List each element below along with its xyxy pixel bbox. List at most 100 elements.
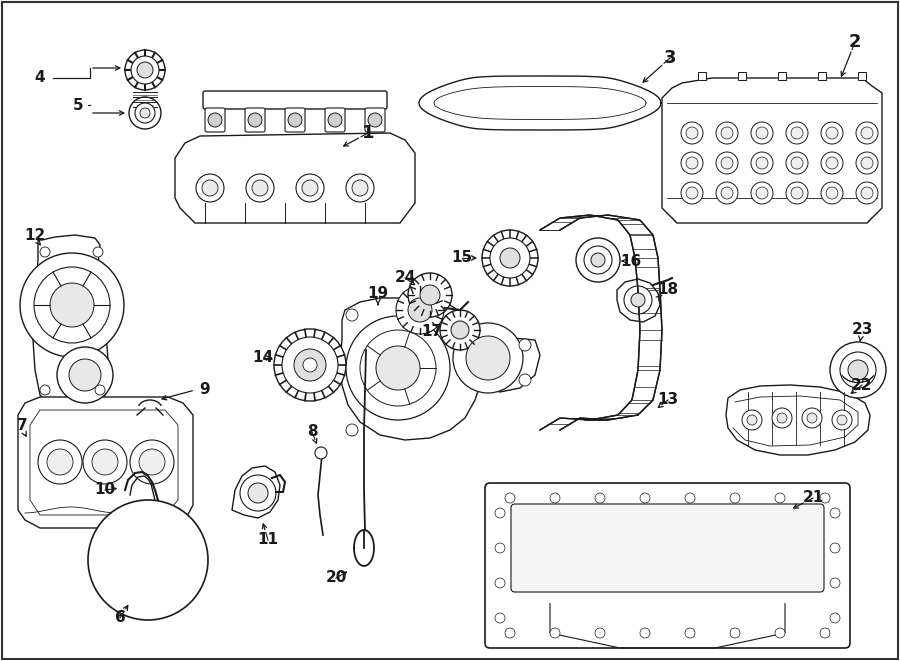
Circle shape [252,180,268,196]
Circle shape [686,157,698,169]
Circle shape [807,413,817,423]
Circle shape [453,323,523,393]
Circle shape [83,440,127,484]
Circle shape [288,113,302,127]
FancyBboxPatch shape [245,108,265,132]
Circle shape [519,339,531,351]
Circle shape [196,174,224,202]
Polygon shape [540,215,662,430]
Circle shape [742,410,762,430]
Circle shape [490,238,530,278]
Circle shape [129,97,161,129]
Circle shape [294,349,326,381]
Circle shape [248,483,268,503]
FancyBboxPatch shape [511,504,824,592]
Polygon shape [540,215,662,430]
Text: 20: 20 [325,570,346,586]
Circle shape [730,628,740,638]
Circle shape [791,127,803,139]
Circle shape [34,267,110,343]
Text: 13: 13 [657,393,679,407]
Polygon shape [175,133,415,223]
Circle shape [303,358,317,372]
Circle shape [346,309,358,321]
Text: 6: 6 [114,611,125,625]
Circle shape [830,508,840,518]
Circle shape [139,449,165,475]
Circle shape [820,493,830,503]
Polygon shape [30,410,178,515]
Circle shape [685,493,695,503]
Text: 7: 7 [17,418,27,432]
Bar [698,72,706,80]
Circle shape [826,187,838,199]
Circle shape [786,182,808,204]
Circle shape [240,475,276,511]
Circle shape [640,493,650,503]
Circle shape [466,336,510,380]
Polygon shape [617,279,660,322]
Text: 15: 15 [452,251,472,266]
Circle shape [92,449,118,475]
Circle shape [519,374,531,386]
FancyBboxPatch shape [205,108,225,132]
Circle shape [125,50,165,90]
Circle shape [631,293,645,307]
Text: 8: 8 [307,424,318,440]
Circle shape [830,578,840,588]
Circle shape [408,298,432,322]
Circle shape [756,187,768,199]
Circle shape [40,385,50,395]
Circle shape [640,628,650,638]
Circle shape [716,122,738,144]
Circle shape [47,449,73,475]
Circle shape [38,440,82,484]
Circle shape [747,415,757,425]
Polygon shape [662,78,882,223]
Circle shape [505,493,515,503]
Circle shape [820,628,830,638]
Circle shape [118,530,178,590]
Text: 18: 18 [657,282,679,297]
Circle shape [296,174,324,202]
Circle shape [93,247,103,257]
Circle shape [861,187,873,199]
Circle shape [130,542,166,578]
Text: 14: 14 [252,350,274,366]
Circle shape [315,447,327,459]
Circle shape [550,493,560,503]
Circle shape [786,152,808,174]
Circle shape [248,113,262,127]
Circle shape [624,286,652,314]
Circle shape [20,253,124,357]
Circle shape [681,122,703,144]
Circle shape [861,157,873,169]
Text: 24: 24 [394,270,416,286]
Circle shape [408,273,452,317]
Circle shape [360,330,436,406]
Circle shape [821,122,843,144]
Circle shape [135,103,155,123]
Circle shape [274,329,346,401]
Circle shape [721,187,733,199]
FancyBboxPatch shape [485,483,850,648]
FancyBboxPatch shape [365,108,385,132]
Circle shape [821,152,843,174]
Circle shape [302,180,318,196]
Circle shape [500,248,520,268]
Circle shape [777,413,787,423]
Circle shape [595,628,605,638]
Text: 1: 1 [362,124,374,142]
Text: 17: 17 [421,325,443,340]
FancyBboxPatch shape [325,108,345,132]
Circle shape [96,508,200,612]
Circle shape [139,551,157,569]
Circle shape [681,152,703,174]
Circle shape [830,342,886,398]
Circle shape [420,285,440,305]
Circle shape [716,182,738,204]
Circle shape [772,408,792,428]
Text: 4: 4 [35,71,45,85]
Circle shape [282,337,338,393]
Circle shape [246,174,274,202]
